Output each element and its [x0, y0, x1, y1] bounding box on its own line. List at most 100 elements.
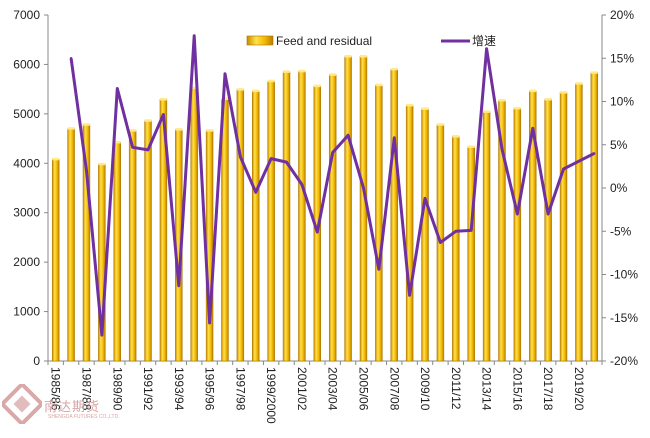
y-left-tick-label: 5000 — [13, 107, 40, 121]
x-tick-label: 1997/98 — [233, 367, 247, 411]
x-tick-label: 2009/10 — [418, 367, 432, 411]
y-right-tick-label: 15% — [610, 51, 634, 65]
legend-label-feed-and-residual: Feed and residual — [276, 34, 372, 48]
bar — [221, 98, 229, 362]
y-right-tick-label: -15% — [610, 311, 638, 325]
y-right-tick-label: -20% — [610, 354, 638, 368]
x-tick-label: 1987/88 — [79, 367, 93, 411]
bar-top-highlight — [344, 55, 352, 58]
bar-top-highlight — [498, 99, 506, 102]
x-tick-label: 1995/96 — [203, 367, 217, 411]
growth-point — [546, 212, 550, 216]
bar-top-highlight — [221, 97, 229, 101]
bar-top-highlight — [421, 107, 429, 110]
bar — [298, 71, 306, 362]
bar-top-highlight — [436, 123, 444, 126]
x-tick-label: 2003/04 — [326, 367, 340, 411]
bar-top-highlight — [252, 89, 260, 93]
bar-top-highlight — [560, 91, 567, 94]
bar — [452, 136, 460, 362]
growth-point — [500, 147, 504, 151]
bar-top-highlight — [590, 71, 598, 74]
watermark-subtext: SHENGDA FUTURES CO.,LTD. — [48, 414, 120, 420]
bar-top-highlight — [129, 129, 137, 132]
y-right-tick-label: 5% — [610, 138, 628, 152]
bar-top-highlight — [298, 69, 306, 73]
growth-point — [316, 230, 319, 234]
bar — [421, 108, 429, 362]
growth-point — [239, 155, 242, 159]
y-left-tick-label: 7000 — [13, 8, 40, 22]
bar — [544, 99, 552, 362]
x-tick-label: 2017/18 — [541, 367, 555, 411]
bar — [128, 130, 137, 362]
x-tick-label: 2001/02 — [295, 367, 309, 411]
x-tick-label: 2013/14 — [480, 367, 494, 411]
bar-top-highlight — [267, 79, 275, 83]
growth-point — [177, 284, 181, 287]
growth-point — [100, 333, 104, 337]
bar — [575, 83, 583, 362]
growth-point — [346, 134, 350, 137]
growth-point — [485, 47, 488, 50]
growth-point — [223, 72, 227, 76]
bar — [390, 69, 398, 362]
growth-point — [208, 321, 211, 325]
bar — [51, 159, 60, 362]
plot-area: 0 1000 2000 3000 4000 5000 6000 7000 -20% -15% -10… — [13, 8, 638, 424]
bar-top-highlight — [52, 157, 60, 161]
x-tick-label: 2005/06 — [356, 367, 370, 411]
bar-top-highlight — [544, 98, 552, 101]
y-right-tick-label: 20% — [610, 8, 634, 22]
growth-point — [423, 197, 427, 200]
bar-top-highlight — [375, 83, 383, 87]
x-tick-label: 1993/94 — [172, 367, 186, 411]
growth-point — [269, 157, 273, 160]
y-right-tick-label: -10% — [610, 268, 638, 282]
growth-point — [439, 241, 442, 244]
bar-top-highlight — [360, 55, 367, 58]
bar — [344, 56, 352, 362]
bar — [113, 142, 121, 362]
bar — [67, 128, 75, 362]
bar-top-highlight — [406, 103, 414, 107]
x-tick-label: 1999/2000 — [264, 367, 278, 424]
y-left-tick-label: 3000 — [13, 206, 40, 220]
x-tick-label: 2007/08 — [387, 367, 401, 411]
growth-point — [362, 186, 365, 190]
bar — [513, 108, 522, 362]
y-right-tick-label: -5% — [610, 224, 632, 238]
growth-point — [192, 34, 196, 37]
bar — [375, 84, 383, 362]
growth-point — [454, 230, 458, 233]
bar — [405, 105, 414, 362]
bar-top-highlight — [313, 84, 321, 88]
growth-point — [131, 146, 134, 149]
watermark-text: 南达期货 — [44, 400, 101, 415]
bar-top-highlight — [206, 129, 214, 132]
bar-top-highlight — [175, 128, 183, 131]
growth-point — [516, 212, 519, 216]
growth-point — [69, 57, 73, 60]
growth-point — [116, 87, 119, 90]
bar — [144, 120, 152, 362]
growth-point — [300, 183, 304, 186]
bar-top-highlight — [83, 123, 90, 126]
bar — [252, 90, 260, 362]
bar — [467, 146, 475, 362]
y-left-tick-label: 1000 — [13, 305, 40, 319]
bar-top-highlight — [529, 89, 537, 93]
bar — [190, 87, 198, 362]
bar-top-highlight — [283, 70, 290, 73]
growth-point — [254, 191, 257, 194]
y-left-tick-label: 6000 — [13, 57, 40, 71]
x-tick-label: 2015/16 — [510, 367, 524, 411]
growth-point — [85, 169, 88, 172]
bar-top-highlight — [144, 119, 152, 122]
bar — [359, 56, 368, 362]
bar-top-highlight — [190, 86, 198, 90]
bar-top-highlight — [483, 110, 491, 113]
x-tick-label: 2011/12 — [449, 367, 463, 410]
growth-point — [408, 294, 411, 297]
